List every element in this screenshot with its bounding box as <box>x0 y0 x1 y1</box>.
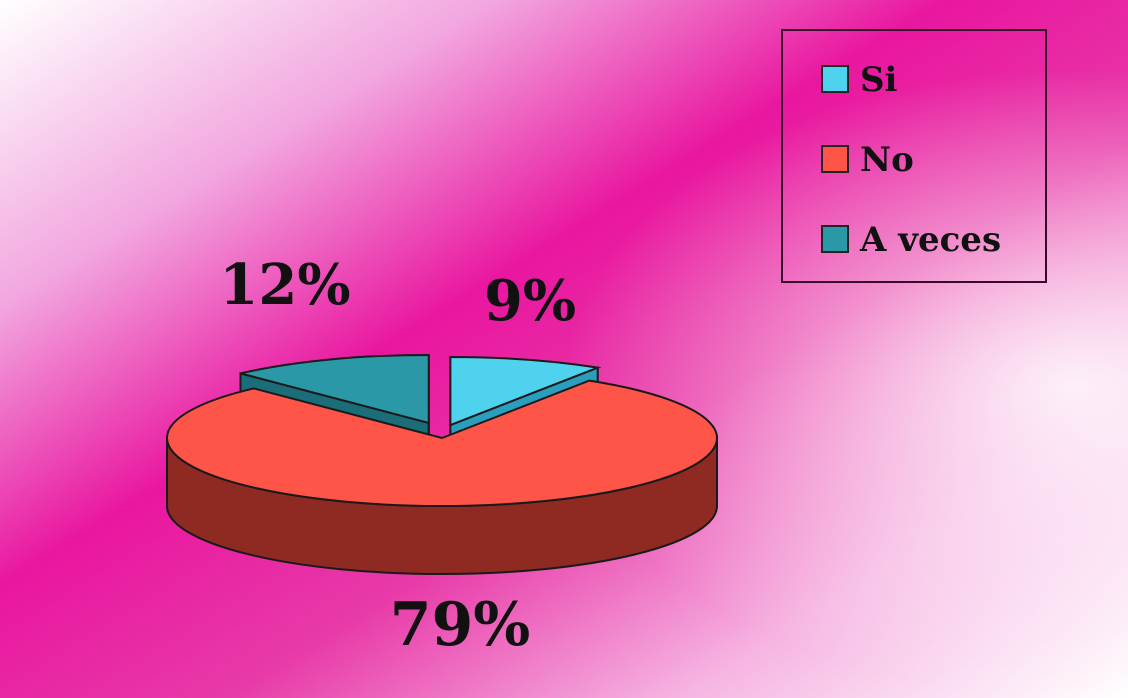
legend-box <box>781 29 1047 283</box>
legend-label-si: Si <box>860 60 898 100</box>
pie-group <box>166 353 718 575</box>
pie-slice-no-top <box>166 379 718 507</box>
legend: Si No A veces <box>781 29 1047 283</box>
legend-swatch-no <box>821 145 849 173</box>
legend-swatch-a-veces <box>821 225 849 253</box>
pie-slice-a-veces-top <box>240 353 430 425</box>
pie-value-labels: 9% 79% 12% <box>219 252 576 660</box>
value-label-no: 79% <box>390 590 531 660</box>
legend-label-no: No <box>860 140 914 180</box>
legend-swatch-si <box>821 65 849 93</box>
value-label-si: 9% <box>484 268 576 334</box>
pie-slice-si-top <box>449 356 602 427</box>
pie-slice-no <box>166 379 718 575</box>
value-label-a-veces: 12% <box>219 252 350 318</box>
legend-label-a-veces: A veces <box>859 220 1001 260</box>
